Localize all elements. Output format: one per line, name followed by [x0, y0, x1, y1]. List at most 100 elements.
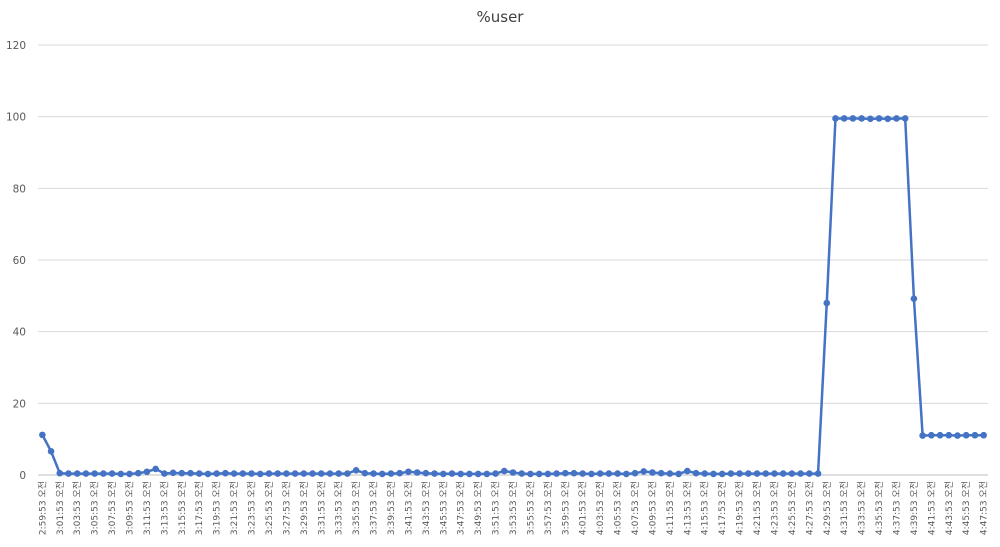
data-point: [788, 470, 796, 477]
x-tick-label: 3:09:53 오전: [125, 481, 136, 535]
data-point: [91, 470, 98, 477]
x-tick-label: 3:33:53 오전: [334, 481, 345, 535]
data-point: [544, 470, 552, 478]
data-point: [126, 470, 133, 478]
data-point: [82, 470, 90, 477]
data-point: [326, 470, 334, 477]
data-point: [500, 467, 508, 475]
data-point: [317, 470, 325, 477]
x-tick-label: 3:47:53 오전: [456, 481, 467, 535]
data-point: [309, 470, 316, 477]
data-point: [431, 470, 438, 477]
data-point: [657, 469, 665, 477]
data-point: [858, 115, 865, 122]
x-tick-label: 3:31:53 오전: [316, 481, 327, 535]
data-point: [195, 470, 203, 477]
x-tick-label: 3:55:53 오전: [525, 481, 536, 535]
x-tick-label: 4:33:53 오전: [857, 481, 868, 535]
data-point: [283, 470, 290, 477]
data-point: [579, 470, 587, 477]
x-tick-label: 3:05:53 오전: [90, 481, 101, 535]
data-point: [265, 470, 273, 477]
data-point: [396, 469, 404, 477]
data-point: [492, 470, 499, 477]
x-tick-label: 3:23:53 오전: [247, 481, 258, 535]
data-point: [335, 470, 342, 477]
data-point: [518, 470, 526, 477]
data-point: [666, 470, 674, 477]
data-point: [710, 470, 717, 478]
y-tick-label: 120: [6, 40, 26, 52]
x-tick-label: 3:53:53 오전: [508, 481, 519, 535]
x-tick-label: 3:29:53 오전: [299, 481, 310, 535]
data-point: [910, 295, 918, 303]
x-tick-label: 2:59:53 오전: [37, 481, 48, 535]
data-point: [849, 115, 857, 122]
data-point: [230, 470, 238, 477]
data-point: [605, 470, 613, 477]
x-tick-label: 4:17:53 오전: [717, 481, 728, 535]
data-point: [692, 469, 700, 477]
data-point: [614, 470, 621, 477]
x-tick-label: 4:23:53 오전: [769, 481, 780, 535]
x-tick-label: 3:15:53 오전: [177, 481, 188, 535]
x-tick-label: 3:07:53 오전: [107, 481, 118, 535]
x-tick-label: 3:37:53 오전: [369, 481, 380, 535]
data-point: [274, 470, 281, 477]
x-tick-label: 3:35:53 오전: [351, 481, 362, 535]
x-tick-label: 3:39:53 오전: [386, 481, 397, 535]
x-tick-label: 3:11:53 오전: [142, 481, 153, 535]
x-tick-label: 3:13:53 오전: [159, 481, 170, 535]
data-point: [65, 470, 72, 477]
x-tick-label: 3:43:53 오전: [421, 481, 432, 535]
data-point: [623, 470, 630, 478]
data-point: [875, 115, 883, 122]
data-point: [553, 470, 560, 477]
x-tick-label: 3:57:53 오전: [543, 481, 554, 535]
data-point: [474, 470, 482, 478]
data-point: [701, 470, 709, 477]
x-tick-label: 4:31:53 오전: [839, 481, 850, 535]
x-tick-label: 4:29:53 오전: [822, 481, 833, 535]
x-tick-label: 4:37:53 오전: [891, 481, 902, 535]
x-tick-label: 4:41:53 오전: [926, 481, 937, 535]
data-point: [187, 469, 194, 477]
x-tick-label: 4:01:53 오전: [578, 481, 589, 535]
data-point: [535, 470, 543, 478]
x-tick-label: 4:03:53 오전: [595, 481, 606, 535]
y-tick-label: 80: [13, 183, 26, 195]
y-tick-label: 100: [6, 112, 26, 124]
data-point: [300, 470, 308, 477]
x-tick-label: 4:27:53 오전: [804, 481, 815, 535]
data-point: [222, 469, 229, 477]
x-tick-label: 4:39:53 오전: [909, 481, 920, 535]
data-point: [797, 470, 804, 477]
x-tick-label: 3:27:53 오전: [281, 481, 292, 535]
data-point: [361, 469, 369, 477]
x-tick-label: 4:45:53 오전: [961, 481, 972, 535]
data-point: [962, 431, 970, 439]
x-tick-label: 4:19:53 오전: [735, 481, 746, 535]
x-tick-label: 3:25:53 오전: [264, 481, 275, 535]
gridlines: [38, 44, 988, 476]
data-point: [344, 470, 351, 477]
data-point: [248, 470, 255, 477]
data-point: [867, 115, 874, 123]
data-point: [466, 470, 473, 478]
x-tick-label: 4:21:53 오전: [752, 481, 763, 535]
data-point: [108, 470, 116, 477]
data-point: [570, 469, 578, 477]
data-point: [143, 468, 151, 476]
data-point: [56, 469, 64, 477]
data-point: [936, 431, 944, 439]
x-tick-label: 3:59:53 오전: [560, 481, 571, 535]
x-tick-label: 3:45:53 오전: [438, 481, 449, 535]
data-point: [291, 470, 299, 477]
x-axis-ticks: 2:59:53 오전 3:01:53 오전 3:03:53 오전 3:05:53 오전…: [37, 481, 989, 535]
data-point: [762, 470, 770, 477]
data-point: [152, 465, 159, 473]
data-point: [588, 470, 595, 478]
y-tick-label: 60: [13, 255, 26, 267]
data-point: [718, 470, 726, 478]
